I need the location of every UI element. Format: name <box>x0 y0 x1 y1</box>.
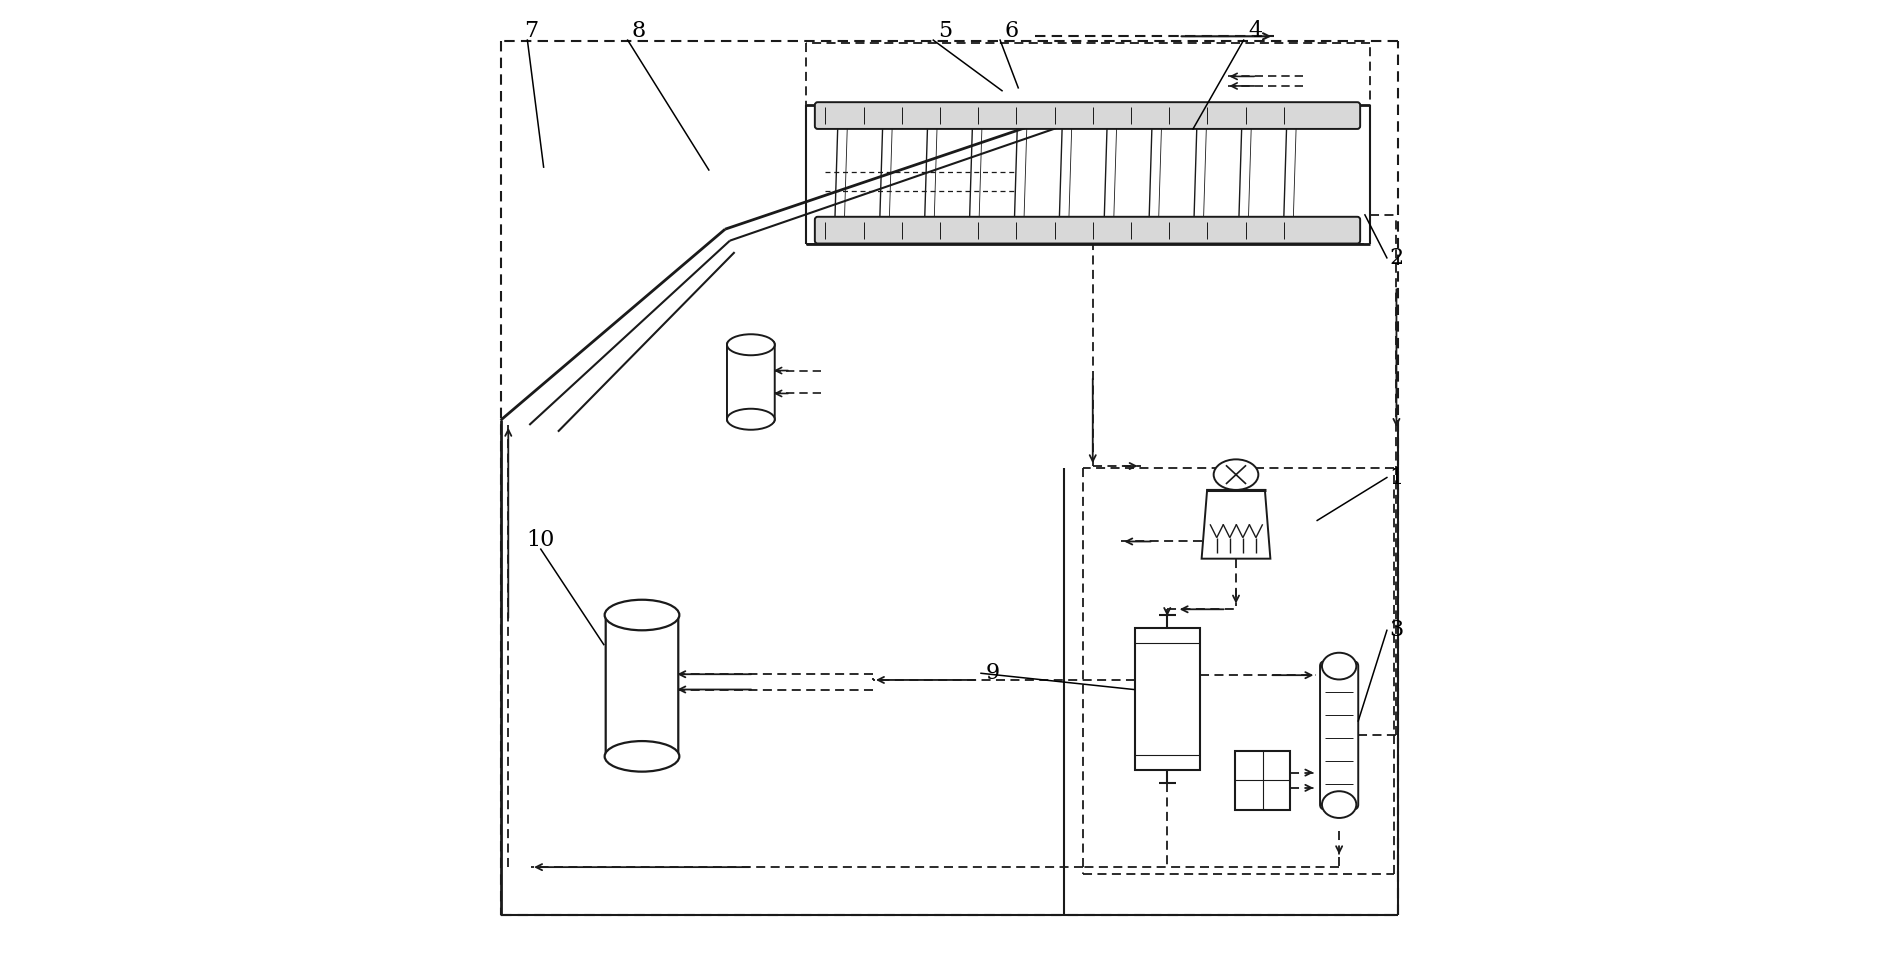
Ellipse shape <box>1321 653 1355 680</box>
FancyBboxPatch shape <box>1319 661 1357 809</box>
FancyBboxPatch shape <box>605 611 678 760</box>
Ellipse shape <box>1321 791 1355 817</box>
Ellipse shape <box>727 334 774 355</box>
Bar <box>1234 751 1291 810</box>
FancyBboxPatch shape <box>814 102 1359 129</box>
Text: 4: 4 <box>1247 19 1262 42</box>
Text: 5: 5 <box>938 19 951 42</box>
Text: 10: 10 <box>526 528 554 551</box>
Text: 2: 2 <box>1389 246 1403 269</box>
Ellipse shape <box>604 741 679 772</box>
Polygon shape <box>1201 490 1270 559</box>
FancyBboxPatch shape <box>814 217 1359 244</box>
Text: 9: 9 <box>985 662 998 685</box>
Text: 1: 1 <box>1389 466 1403 489</box>
Text: 6: 6 <box>1004 19 1017 42</box>
Text: 3: 3 <box>1389 619 1403 642</box>
FancyBboxPatch shape <box>727 341 774 423</box>
Ellipse shape <box>727 409 774 430</box>
Ellipse shape <box>1213 459 1258 490</box>
Ellipse shape <box>604 600 679 630</box>
Bar <box>1135 628 1200 770</box>
Text: 8: 8 <box>632 19 645 42</box>
Text: 7: 7 <box>524 19 537 42</box>
